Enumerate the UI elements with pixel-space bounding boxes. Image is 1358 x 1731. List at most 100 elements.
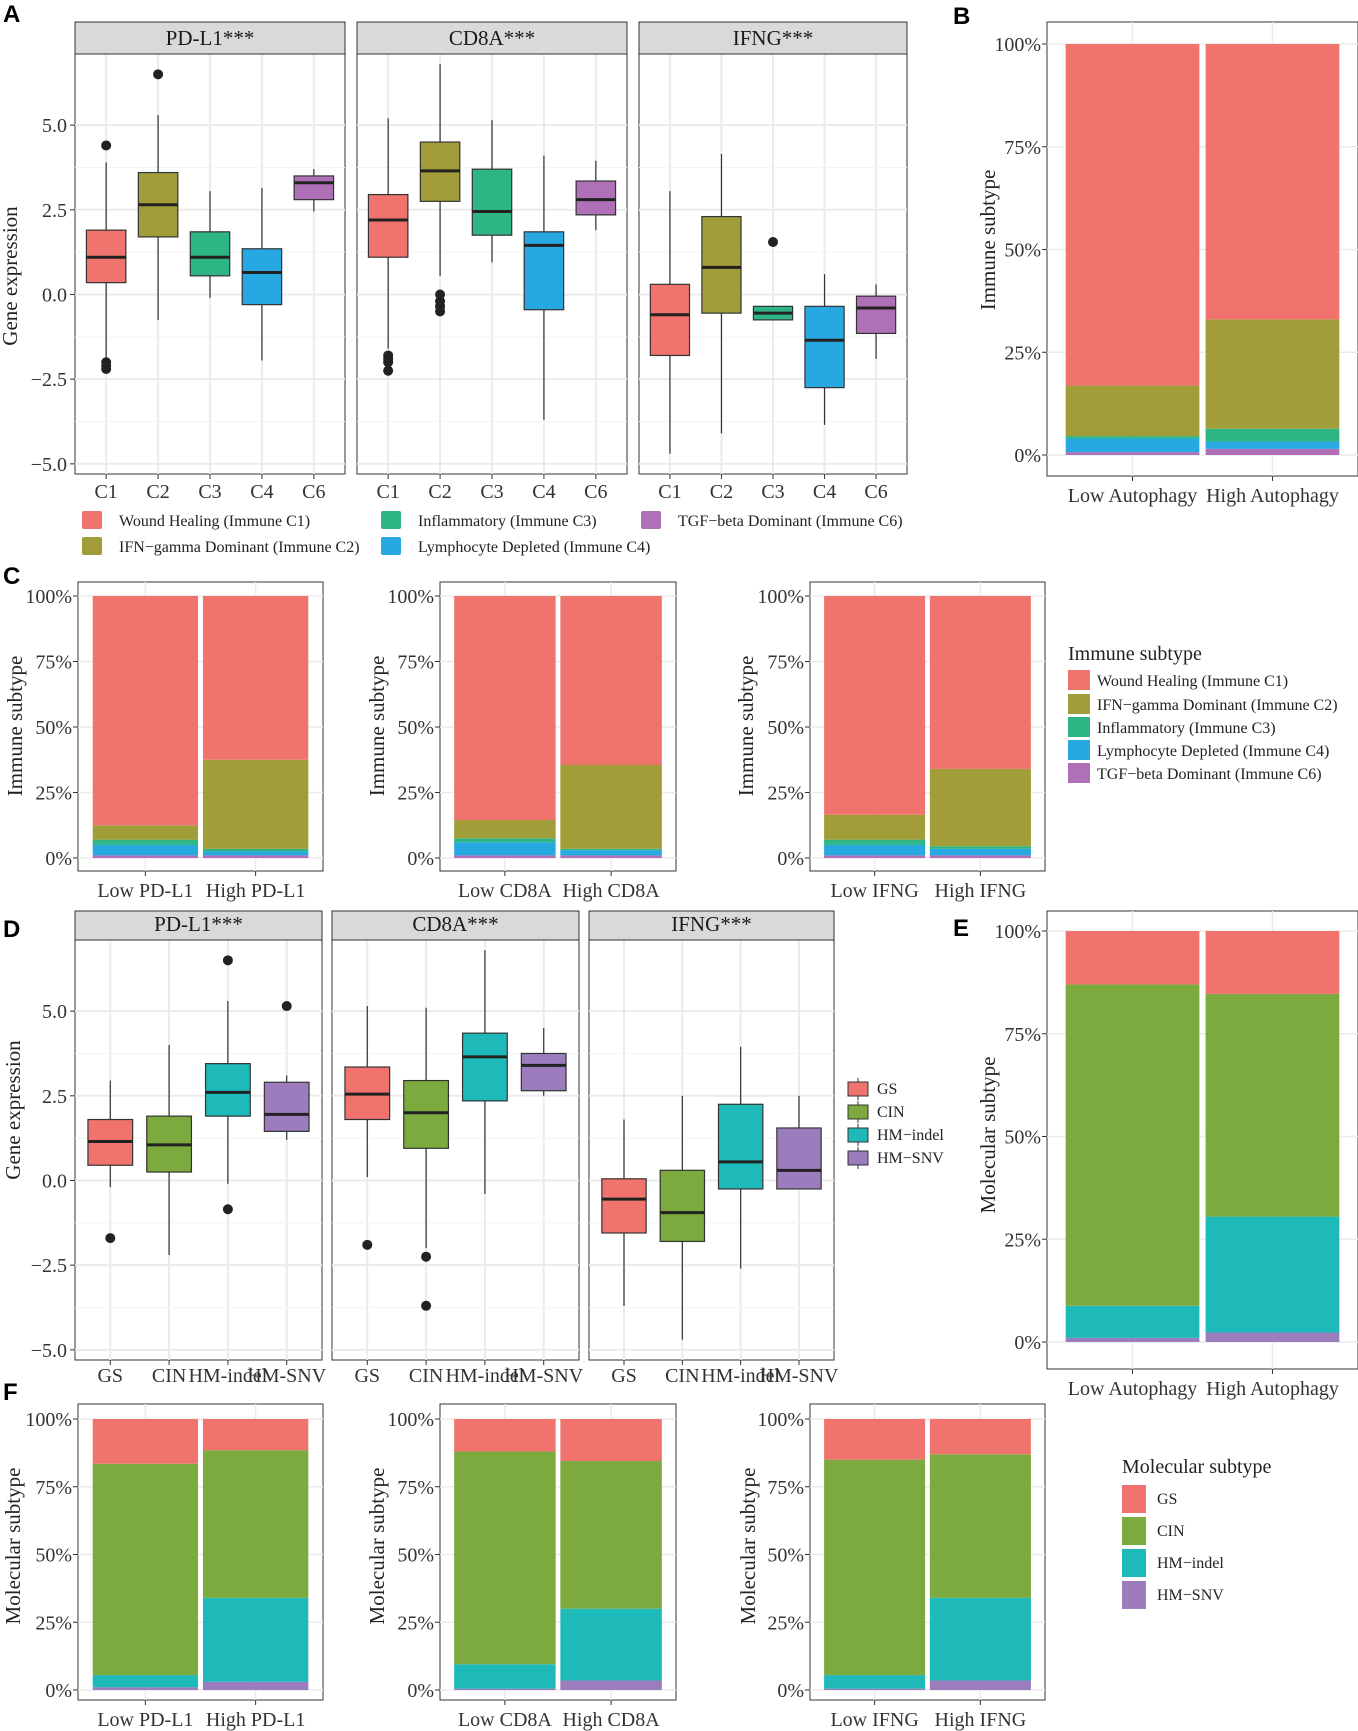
y-tick-label: 50% xyxy=(767,1545,804,1567)
segment-gs xyxy=(202,1419,309,1451)
legend-c-swatch-c6 xyxy=(1068,763,1090,783)
legend-f-label-gs: GS xyxy=(1157,1491,1177,1508)
y-tick-label: 50% xyxy=(1004,240,1041,262)
box-body xyxy=(189,231,231,277)
x-tick-label: Low IFNG xyxy=(830,880,918,902)
immune-legend-c: Immune subtype Wound Healing (Immune C1)… xyxy=(1068,643,1338,783)
stacked-bar-plot-e: Low Autophagy High Autophagy 0% 25% 50% 75% 10… xyxy=(994,910,1358,1400)
segment-gs xyxy=(454,1419,556,1452)
box-body xyxy=(649,283,691,357)
x-tick-label: CIN xyxy=(409,1365,443,1387)
x-tick-label: C6 xyxy=(302,481,325,503)
x-tick-label: HM-SNV xyxy=(504,1365,583,1387)
y-tick-label: 50% xyxy=(397,717,434,739)
x-tick-label: HM-indel xyxy=(445,1365,524,1387)
facet-title: PD-L1*** xyxy=(166,26,255,50)
segment-c2 xyxy=(202,759,309,849)
box-cin xyxy=(403,1007,450,1311)
outlier-point xyxy=(222,955,233,966)
y-tick-label: −2.5 xyxy=(31,1255,67,1277)
panel-label-f: F xyxy=(3,1379,18,1406)
segment-gs xyxy=(92,1419,199,1464)
segment-c1 xyxy=(929,596,1031,769)
box-body xyxy=(855,295,897,335)
segment-c2 xyxy=(92,825,199,840)
box-c6 xyxy=(575,160,617,231)
legend-f-label-hm-indel: HM−indel xyxy=(1157,1555,1224,1572)
y-tick-label: 25% xyxy=(1004,342,1041,364)
x-tick-label: High IFNG xyxy=(935,1709,1027,1731)
panel-a-boxplots: PD-L1*** C1 C2 C3 C4 C6 −5.0 −2.5 0.0 2.5 5.0 CD8A*… xyxy=(31,21,908,503)
stacked-bar-plot-c2: Low CD8A High CD8A 0% 25% 50% 75% 100% xyxy=(387,581,677,902)
stacked-bar-plot-f2: Low CD8A High CD8A 0% 25% 50% 75% 100% xyxy=(387,1403,677,1731)
facet-title: CD8A*** xyxy=(449,26,535,50)
legend-f-label-cin: CIN xyxy=(1157,1523,1185,1540)
box-c1 xyxy=(367,118,409,376)
box-body xyxy=(523,231,565,311)
x-tick-label: GS xyxy=(97,1365,123,1387)
segment-c3 xyxy=(92,839,199,845)
segment-hm-snv xyxy=(824,1688,926,1690)
segment-c1 xyxy=(1065,44,1200,386)
bar-low-pd-l1 xyxy=(92,1419,199,1690)
bar-low-autophagy xyxy=(1065,931,1200,1342)
box-c3 xyxy=(189,191,231,298)
y-tick-label: 50% xyxy=(1004,1127,1041,1149)
y-tick-label: 75% xyxy=(397,1477,434,1499)
bar-high-ifng xyxy=(929,1419,1031,1690)
legend-d-key-gs xyxy=(847,1078,869,1100)
segment-cin xyxy=(202,1450,309,1598)
x-tick-label: C1 xyxy=(376,481,399,503)
y-tick-label: 25% xyxy=(35,783,72,805)
x-tick-label: High PD-L1 xyxy=(206,1709,305,1731)
facet-strip xyxy=(356,21,628,55)
x-tick-label: GS xyxy=(354,1365,380,1387)
segment-c1 xyxy=(202,596,309,760)
panel-d-ylabel: Gene expression xyxy=(1,1040,25,1180)
bar-high-ifng xyxy=(929,596,1031,858)
y-tick-label: 75% xyxy=(35,1477,72,1499)
segment-c1 xyxy=(454,596,556,821)
y-tick-label: 0% xyxy=(407,848,434,870)
box-body xyxy=(776,1127,822,1190)
box-body xyxy=(717,1103,764,1190)
segment-c3 xyxy=(454,838,556,843)
bar-high-cd8a xyxy=(560,596,662,858)
segment-cin xyxy=(824,1459,926,1676)
x-tick-label: C3 xyxy=(761,481,784,503)
y-tick-label: −5.0 xyxy=(31,454,67,476)
stacked-bar-plot-b: Low Autophagy High Autophagy 0% 25% 50% 75% 10… xyxy=(994,21,1358,507)
legend-d-label-hm-snv: HM−SNV xyxy=(877,1150,944,1167)
legend-d-key-hm-snv xyxy=(847,1147,869,1169)
segment-cin xyxy=(92,1463,199,1676)
box-body xyxy=(520,1052,567,1092)
y-tick-label: 25% xyxy=(35,1612,72,1634)
x-tick-label: Low PD-L1 xyxy=(97,1709,193,1731)
segment-c1 xyxy=(560,596,662,765)
y-tick-label: 5.0 xyxy=(42,115,67,137)
segment-c3 xyxy=(560,848,662,851)
x-tick-label: HM-indel xyxy=(701,1365,780,1387)
x-tick-label: Low Autophagy xyxy=(1068,485,1197,507)
segment-c1 xyxy=(824,596,926,815)
facet-title: PD-L1*** xyxy=(154,912,243,936)
y-tick-label: 50% xyxy=(397,1545,434,1567)
y-tick-label: 0% xyxy=(1014,445,1041,467)
y-tick-label: 75% xyxy=(1004,137,1041,159)
box-c3 xyxy=(752,236,794,321)
outlier-point xyxy=(281,1001,292,1012)
segment-cin xyxy=(1205,993,1340,1217)
y-tick-label: 100% xyxy=(994,921,1041,943)
x-tick-label: High Autophagy xyxy=(1206,1378,1339,1400)
segment-c2 xyxy=(929,768,1031,847)
x-tick-label: C3 xyxy=(198,481,221,503)
legend-d-label-hm-indel: HM−indel xyxy=(877,1127,944,1144)
legend-c-swatch-c1 xyxy=(1068,670,1090,690)
segment-gs xyxy=(824,1419,926,1460)
y-tick-label: 25% xyxy=(767,783,804,805)
facet-strip xyxy=(331,910,580,941)
x-tick-label: High Autophagy xyxy=(1206,485,1339,507)
legend-a-swatch-c3 xyxy=(381,511,401,529)
x-tick-label: Low CD8A xyxy=(458,1709,552,1731)
